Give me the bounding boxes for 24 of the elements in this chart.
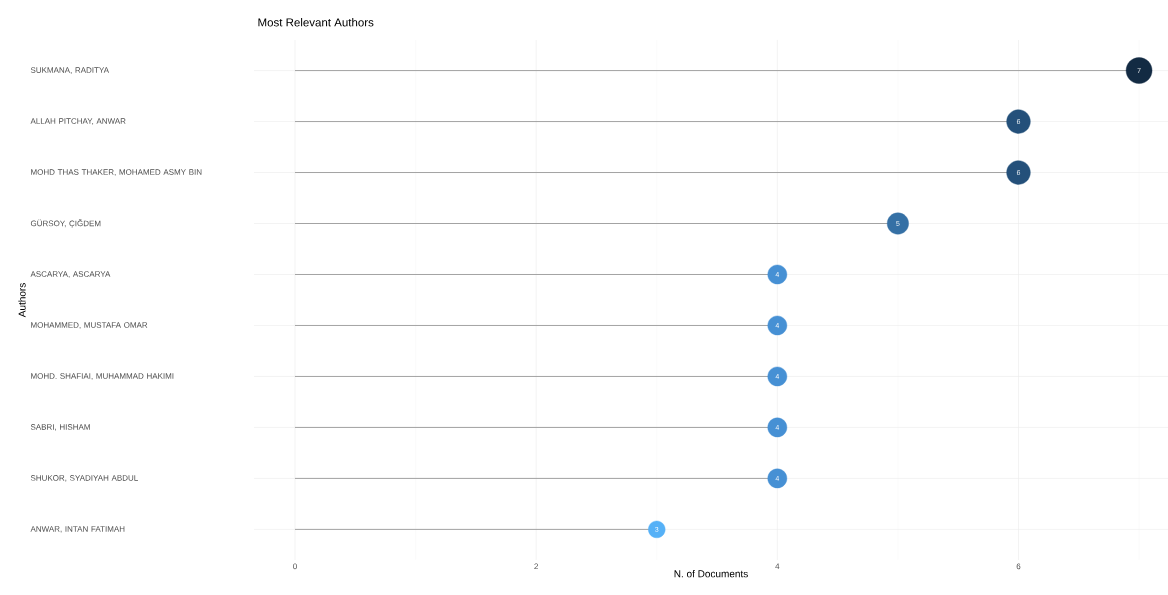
point <box>887 212 909 235</box>
point <box>767 468 788 489</box>
x-tick-label: 4 <box>775 563 780 570</box>
point <box>767 315 788 336</box>
y-axis-title: Authors <box>18 283 26 318</box>
y-tick-label: MOHAMMED, MUSTAFA OMAR <box>31 322 148 329</box>
y-tick-label: ASCARYA, ASCARYA <box>30 271 111 278</box>
point <box>767 366 788 387</box>
y-tick-label: SUKMANA, RADITYA <box>30 67 110 74</box>
chart-title: Most Relevant Authors <box>258 18 374 27</box>
y-tick-label: ANWAR, INTAN FATIMAH <box>30 526 125 533</box>
point <box>767 417 788 438</box>
y-tick-label: SHUKOR, SYADIYAH ABDUL <box>30 475 138 482</box>
y-tick-label: ALLAH PITCHAY, ANWAR <box>30 118 126 125</box>
x-tick-label: 2 <box>534 563 538 570</box>
y-tick-label: SABRI, HISHAM <box>30 424 90 431</box>
point <box>767 264 788 285</box>
y-tick-label: GÜRSOY, ÇIĞDEM <box>30 219 101 228</box>
x-axis-title: N. of Documents <box>674 570 748 578</box>
y-tick-label: MOHD. SHAFIAI, MUHAMMAD HAKIMI <box>31 373 174 380</box>
x-tick-label: 0 <box>293 563 297 570</box>
y-tick-label: MOHD THAS THAKER, MOHAMED ASMY BIN <box>31 169 202 176</box>
point <box>648 520 666 539</box>
x-tick-label: 6 <box>1016 563 1021 570</box>
